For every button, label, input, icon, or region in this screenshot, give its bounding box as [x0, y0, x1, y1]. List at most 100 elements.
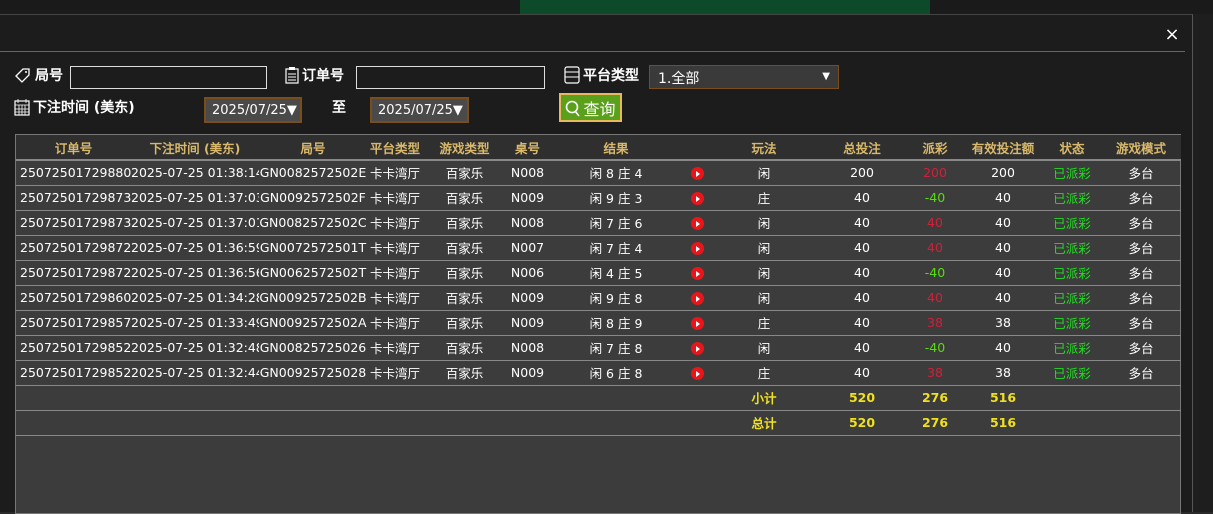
- status-cell: 已派彩: [1043, 335, 1101, 361]
- payout-cell: -40: [907, 260, 963, 286]
- play-video-icon[interactable]: [690, 367, 704, 380]
- valid-bet-cell: 40: [963, 210, 1043, 236]
- result-cell: 闲 7 庄 6: [549, 210, 683, 236]
- platform-cell: 卡卡湾厅: [367, 285, 423, 311]
- empty-cell: [1043, 410, 1181, 436]
- bet-history-dialog: × 局号 订单号 平台类型 1.全部 ▼ 下注时间 (美东) 2025/07/25…: [0, 14, 1193, 514]
- round-input[interactable]: [70, 66, 267, 89]
- game-mode-cell: 多台: [1101, 260, 1181, 286]
- header-bet-type: 玩法: [711, 135, 817, 161]
- order-no-cell: 250725017298571: [16, 310, 131, 336]
- payout-cell: 38: [907, 310, 963, 336]
- valid-bet-cell: 40: [963, 260, 1043, 286]
- grand-total-row: 总计 520 276 516: [16, 410, 1181, 436]
- header-result: 结果: [549, 135, 683, 161]
- round-no-cell: GN0082572502E: [259, 160, 367, 186]
- header-game-type: 游戏类型: [423, 135, 506, 161]
- game-type-cell: 百家乐: [423, 160, 506, 186]
- query-button[interactable]: 查询: [559, 93, 622, 122]
- result-cell: 闲 7 庄 4: [549, 235, 683, 261]
- table-row: 250725017298734 2025-07-25 01:37:03 GN0092…: [16, 185, 1181, 211]
- result-cell: 闲 9 庄 3: [549, 185, 683, 211]
- bet-type-cell: 闲: [711, 285, 817, 311]
- table-row: 250725017298522 2025-07-25 01:32:44 GN0092…: [16, 360, 1181, 386]
- round-no-cell: GN0062572502T: [259, 260, 367, 286]
- total-bet-cell: 40: [817, 210, 907, 236]
- total-bet-cell: 40: [817, 285, 907, 311]
- play-video-icon[interactable]: [690, 292, 704, 305]
- round-no-cell: GN0082572502C: [259, 210, 367, 236]
- bet-type-cell: 闲: [711, 160, 817, 186]
- table-row: 250725017298723 2025-07-25 01:36:56 GN0062…: [16, 260, 1181, 286]
- background-game-side: [1193, 14, 1213, 512]
- empty-cell: [16, 410, 711, 436]
- valid-bet-cell: 40: [963, 235, 1043, 261]
- header-bet-time: 下注时间 (美东): [131, 135, 259, 161]
- payout-cell: 200: [907, 160, 963, 186]
- close-button[interactable]: ×: [1164, 24, 1180, 45]
- game-type-cell: 百家乐: [423, 360, 506, 386]
- bet-time-cell: 2025-07-25 01:37:01: [131, 210, 259, 236]
- round-label: 局号: [14, 65, 63, 85]
- play-video-icon[interactable]: [690, 167, 704, 181]
- order-no-cell: 250725017298723: [16, 260, 131, 286]
- table-row: 250725017298725 2025-07-25 01:36:59 GN0072…: [16, 235, 1181, 261]
- platform-label: 平台类型: [564, 65, 639, 85]
- valid-bet-cell: 40: [963, 185, 1043, 211]
- search-icon: [566, 100, 581, 116]
- replay-cell: [683, 285, 711, 311]
- order-label: 订单号: [285, 65, 344, 85]
- valid-bet-cell: 38: [963, 310, 1043, 336]
- status-cell: 已派彩: [1043, 360, 1101, 386]
- play-video-icon[interactable]: [690, 267, 704, 280]
- valid-bet-cell: 38: [963, 360, 1043, 386]
- play-video-icon[interactable]: [690, 192, 704, 205]
- replay-cell: [683, 360, 711, 386]
- bet-type-cell: 庄: [711, 360, 817, 386]
- game-type-cell: 百家乐: [423, 210, 506, 236]
- play-video-icon[interactable]: [690, 342, 704, 355]
- valid-bet-cell: 40: [963, 285, 1043, 311]
- subtotal-row: 小计 520 276 516: [16, 385, 1181, 411]
- table-no-cell: N006: [506, 260, 549, 286]
- total-bet-cell: 40: [817, 185, 907, 211]
- platform-cell: 卡卡湾厅: [367, 360, 423, 386]
- table-row: 250725017298802 2025-07-25 01:38:14 GN0082…: [16, 160, 1181, 186]
- table-no-cell: N008: [506, 335, 549, 361]
- order-input[interactable]: [356, 66, 545, 89]
- valid-bet-cell: 40: [963, 335, 1043, 361]
- platform-select[interactable]: 1.全部 ▼: [649, 65, 839, 89]
- date-to-picker[interactable]: 2025/07/25▼: [370, 97, 469, 123]
- total-bet-cell: 40: [817, 310, 907, 336]
- subtotal-valid-bet: 516: [963, 385, 1043, 411]
- round-no-cell: GN00825725026: [259, 335, 367, 361]
- bet-time-cell: 2025-07-25 01:36:59: [131, 235, 259, 261]
- bet-time-cell: 2025-07-25 01:32:48: [131, 335, 259, 361]
- play-video-icon[interactable]: [690, 317, 704, 330]
- payout-cell: 40: [907, 235, 963, 261]
- header-game-mode: 游戏模式: [1101, 135, 1181, 161]
- game-mode-cell: 多台: [1101, 335, 1181, 361]
- total-bet-cell: 40: [817, 360, 907, 386]
- play-video-icon[interactable]: [690, 242, 704, 255]
- platform-cell: 卡卡湾厅: [367, 260, 423, 286]
- replay-cell: [683, 260, 711, 286]
- order-no-cell: 250725017298731: [16, 210, 131, 236]
- table-no-cell: N008: [506, 160, 549, 186]
- bet-table: 订单号 下注时间 (美东) 局号 平台类型 游戏类型 桌号 结果 玩法 总投注 派彩 有效投注额 状态…: [15, 134, 1181, 514]
- game-mode-cell: 多台: [1101, 310, 1181, 336]
- date-from-picker[interactable]: 2025/07/25▼: [204, 97, 302, 123]
- round-no-cell: GN0092572502F: [259, 185, 367, 211]
- chevron-down-icon: ▼: [822, 71, 830, 82]
- bet-type-cell: 闲: [711, 260, 817, 286]
- bet-time-label: 下注时间 (美东): [14, 97, 135, 117]
- result-cell: 闲 4 庄 5: [549, 260, 683, 286]
- header-order-no: 订单号: [16, 135, 131, 161]
- platform-cell: 卡卡湾厅: [367, 235, 423, 261]
- play-video-icon[interactable]: [690, 217, 704, 230]
- calendar-icon: [14, 99, 30, 116]
- status-cell: 已派彩: [1043, 210, 1101, 236]
- round-no-cell: GN0092572502A: [259, 310, 367, 336]
- replay-cell: [683, 310, 711, 336]
- result-cell: 闲 8 庄 4: [549, 160, 683, 186]
